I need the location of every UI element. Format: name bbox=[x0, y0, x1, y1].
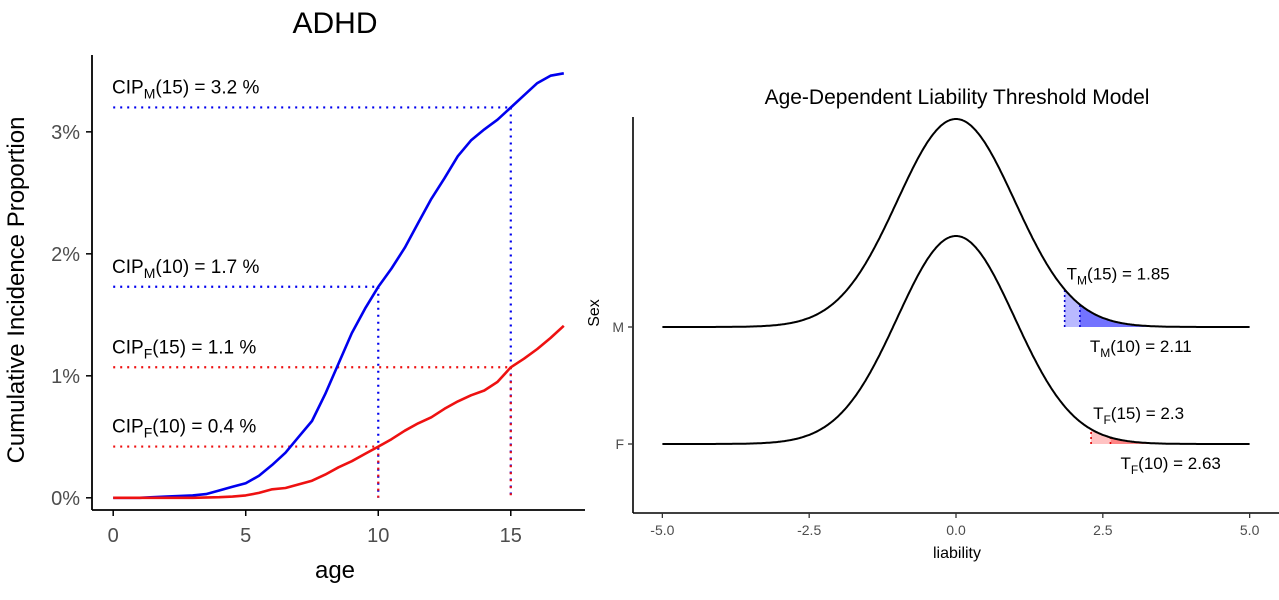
cip-chart-title: ADHD bbox=[292, 7, 377, 40]
cip-y-ticks: 0% 1% 2% 3% bbox=[51, 122, 92, 510]
cip-guide-lines bbox=[113, 106, 512, 498]
liability-x-tick-label: -2.5 bbox=[797, 522, 821, 538]
liability-density-curves bbox=[662, 118, 1250, 445]
cip-x-tick-label: 5 bbox=[240, 525, 251, 547]
liability-tail-fill-M-dark bbox=[1079, 304, 1221, 327]
cip-series-line-0 bbox=[113, 72, 565, 500]
cip-x-axis-label: age bbox=[315, 557, 355, 584]
cip-annotations: CIPM(15) = 3.2 % CIPM(10) = 1.7 % CIPF(15)… bbox=[112, 77, 259, 440]
liability-annotation: TF(15) = 2.3 bbox=[1093, 404, 1184, 427]
cip-x-tick-label: 10 bbox=[367, 525, 389, 547]
cip-chart: ADHD CIPM(15) = 3.2 %CIPM(10) = 1.7 %CIP… bbox=[3, 7, 585, 584]
cip-y-tick-label: 2% bbox=[51, 244, 80, 266]
liability-y-tick-label: M bbox=[612, 319, 624, 335]
liability-x-tick-label: -5.0 bbox=[650, 522, 674, 538]
liability-y-tick-label: F bbox=[615, 436, 624, 452]
liability-density-curve-F bbox=[662, 235, 1250, 445]
cip-annotation: CIPF(10) = 0.4 % bbox=[112, 417, 256, 441]
liability-annotations: TM(15) = 1.85 TM(10) = 2.11 TF(15) = 2.3 TF… bbox=[1067, 264, 1221, 477]
cip-series-line-1 bbox=[113, 324, 565, 500]
cip-y-axis-label: Cumulative Incidence Proportion bbox=[3, 117, 30, 464]
cip-y-tick-label: 3% bbox=[51, 122, 80, 144]
liability-x-tick-label: 0.0 bbox=[946, 522, 966, 538]
cip-annotation: CIPM(15) = 3.2 % bbox=[112, 77, 259, 101]
cip-x-tick-label: 0 bbox=[108, 525, 119, 547]
liability-tail-fill-M-light bbox=[1064, 289, 1080, 327]
liability-chart: Age-Dependent Liability Threshold Model … bbox=[586, 86, 1279, 562]
cip-x-tick-label: 15 bbox=[500, 525, 522, 547]
liability-annotation: TF(10) = 2.63 bbox=[1120, 454, 1220, 477]
liability-annotation: TM(10) = 2.11 bbox=[1090, 337, 1192, 360]
liability-y-axis-label: Sex bbox=[586, 299, 603, 327]
liability-x-tick-label: 2.5 bbox=[1093, 522, 1113, 538]
cip-y-tick-label: 0% bbox=[51, 488, 80, 510]
cip-series bbox=[113, 72, 565, 500]
cip-annotation: CIPF(15) = 1.1 % bbox=[112, 337, 256, 361]
cip-x-ticks: 0 5 10 15 bbox=[108, 510, 522, 547]
cip-annotation: CIPM(10) = 1.7 % bbox=[112, 257, 259, 281]
liability-x-tick-label: 5.0 bbox=[1240, 522, 1260, 538]
liability-chart-title: Age-Dependent Liability Threshold Model bbox=[765, 86, 1150, 109]
liability-density-curve-M bbox=[662, 118, 1250, 328]
liability-x-axis-label: liability bbox=[933, 545, 981, 562]
liability-x-ticks: -5.0 -2.5 0.0 2.5 5.0 bbox=[650, 513, 1260, 538]
cip-y-tick-label: 1% bbox=[51, 366, 80, 388]
liability-annotation: TM(15) = 1.85 bbox=[1067, 264, 1170, 287]
liability-y-ticks: MF bbox=[612, 319, 633, 452]
